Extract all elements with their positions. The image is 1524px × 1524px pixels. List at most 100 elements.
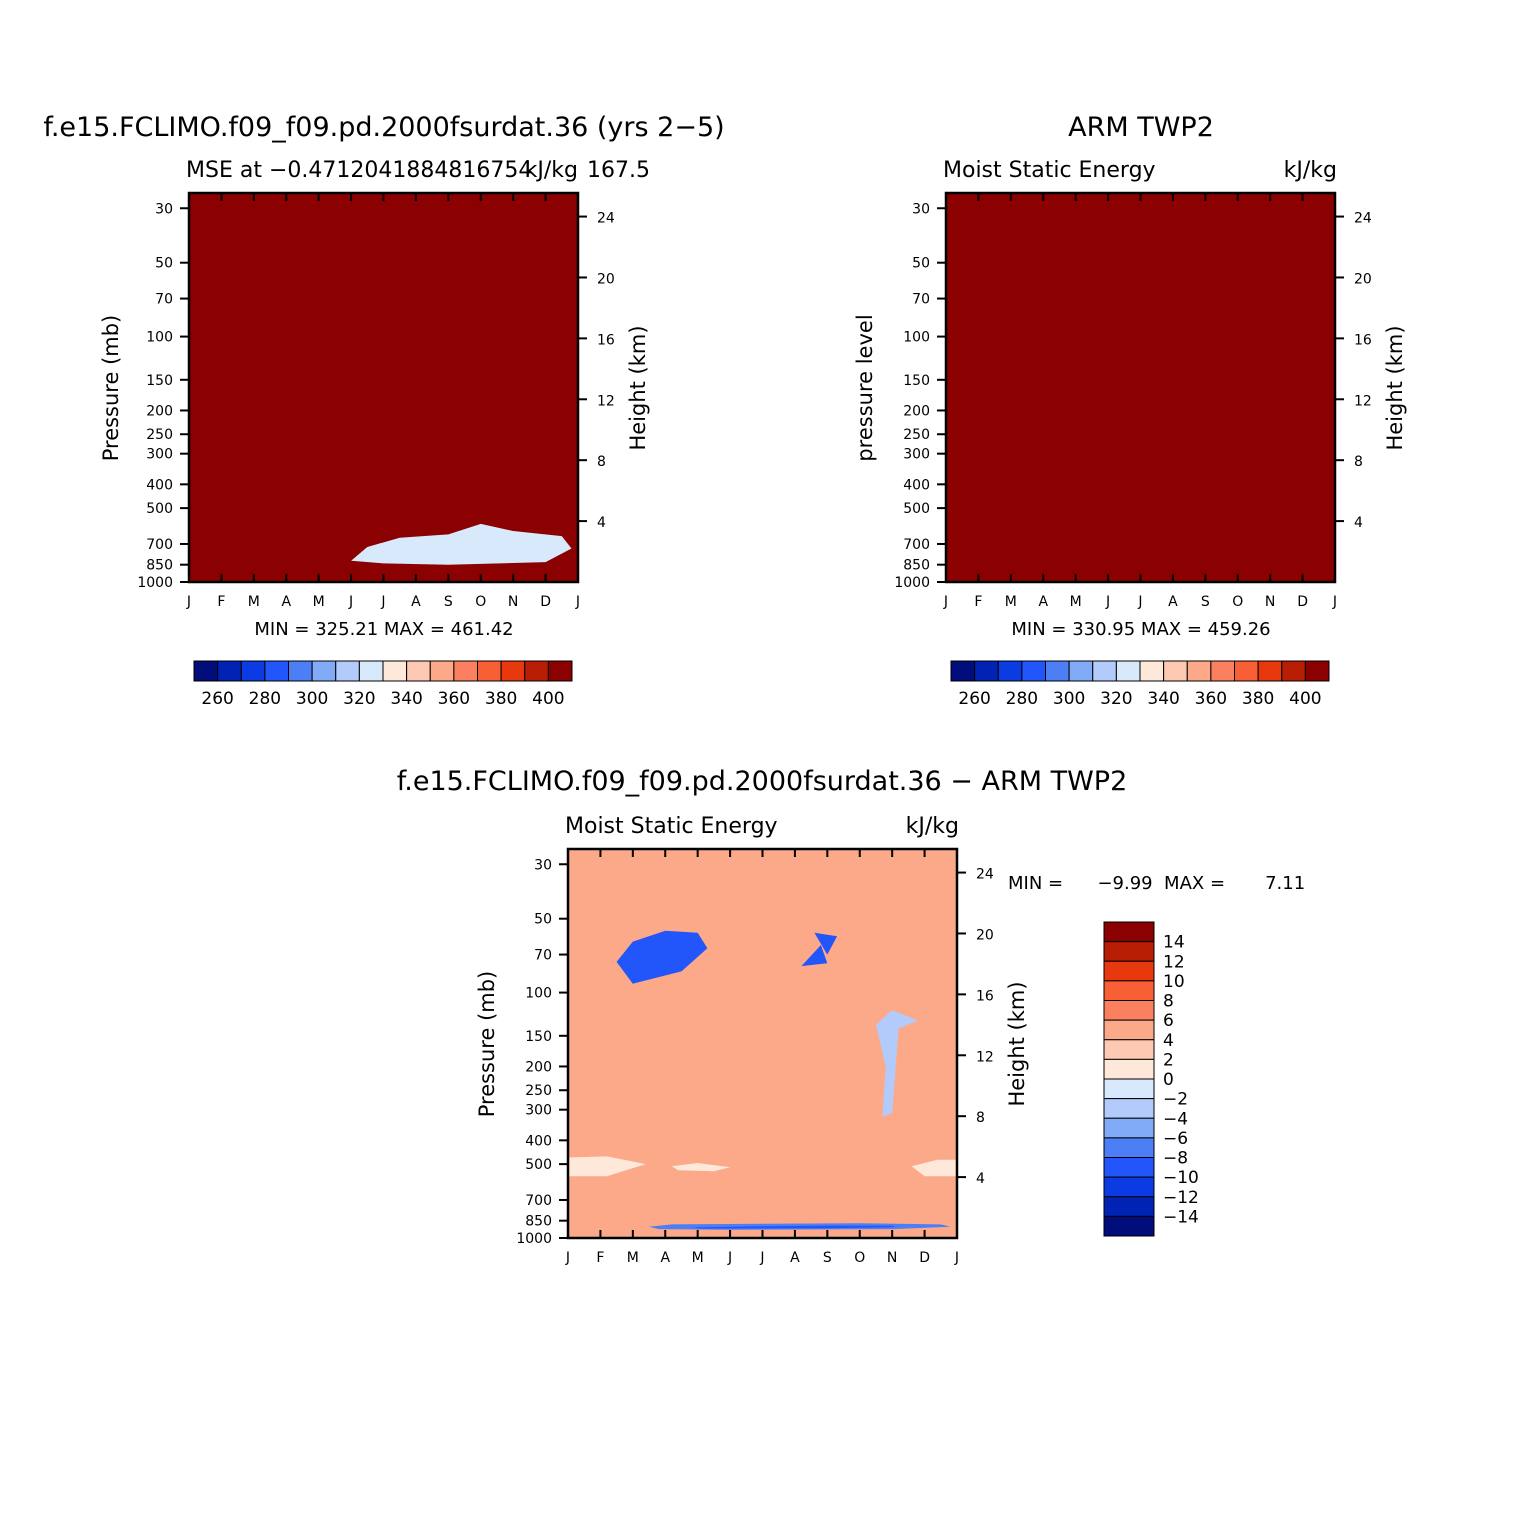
model-colorbar-label: 340	[390, 689, 422, 709]
model-height-label: 4	[597, 515, 606, 531]
diff-month-label: J	[759, 1250, 764, 1266]
model-month-label: M	[248, 594, 260, 610]
model-month-label: F	[217, 594, 225, 610]
model-contour-band	[189, 193, 578, 582]
diff-contour-region	[568, 1156, 646, 1177]
diff-colorbar-label: 4	[1163, 1031, 1174, 1051]
model-colorbar-swatch	[382, 660, 408, 682]
diff-pressure-label: 400	[525, 1133, 552, 1149]
diff-pressure-label: 50	[534, 912, 552, 928]
diff-colorbar-swatch	[1103, 1058, 1155, 1080]
model-colorbar: 260 280 300 320 340 360 380 400	[193, 660, 573, 709]
model-colorbar-label: 260	[201, 689, 233, 709]
diff-colorbar-swatch	[1103, 1176, 1155, 1198]
model-colorbar-swatch	[547, 660, 573, 682]
obs-subtitle-left: Moist Static Energy	[943, 158, 1156, 183]
model-pressure-label: 250	[146, 427, 173, 443]
diff-colorbar-label: 10	[1163, 972, 1185, 992]
model-height-label: 24	[597, 211, 615, 227]
diff-pressure-label: 150	[525, 1029, 552, 1045]
obs-colorbar-swatch	[1021, 660, 1046, 682]
obs-subtitle-right: kJ/kg	[1284, 158, 1337, 183]
obs-pressure-label: 200	[903, 403, 930, 419]
model-contours	[189, 193, 578, 582]
obs-month-label: J	[1332, 594, 1337, 610]
diff-month-label: M	[627, 1250, 639, 1266]
diff-contour-region	[876, 1010, 919, 1117]
obs-month-label: J	[943, 594, 948, 610]
model-colorbar-swatch	[240, 660, 266, 682]
diff-pressure-label: 1000	[516, 1231, 552, 1247]
obs-colorbar-swatch	[950, 660, 976, 682]
diff-month-label: A	[660, 1250, 670, 1266]
diff-colorbar-label: −2	[1163, 1090, 1188, 1110]
obs-pressure-label: 100	[903, 330, 930, 346]
diff-pressure-label: 100	[525, 986, 552, 1002]
diff-month-label: O	[854, 1250, 865, 1266]
model-colorbar-label: 360	[438, 689, 470, 709]
diff-month-label: S	[823, 1250, 832, 1266]
model-pressure-label: 400	[146, 477, 173, 493]
model-colorbar-label: 400	[532, 689, 564, 709]
obs-colorbar-label: 380	[1242, 689, 1274, 709]
diff-colorbar-label: −12	[1163, 1188, 1199, 1208]
diff-colorbar-swatch	[1103, 1196, 1155, 1217]
obs-pressure-label: 150	[903, 373, 930, 389]
obs-colorbar-swatch	[1304, 660, 1330, 682]
obs-colorbar-swatch	[1186, 660, 1212, 682]
diff-height-label: 12	[976, 1049, 994, 1065]
model-colorbar-label: 380	[485, 689, 517, 709]
model-title: f.e15.FCLIMO.f09_f09.pd.2000fsurdat.36 (…	[43, 112, 724, 143]
obs-height-label: 24	[1354, 211, 1372, 227]
diff-colorbar-label: 12	[1163, 952, 1185, 972]
model-colorbar-label: 320	[343, 689, 375, 709]
model-month-label: J	[186, 594, 191, 610]
model-colorbar-swatch	[453, 660, 478, 682]
diff-contour-region	[801, 945, 828, 967]
diff-height-label: 16	[976, 988, 994, 1004]
obs-month-label: J	[1137, 594, 1142, 610]
diff-colorbar-swatch	[1103, 1000, 1155, 1021]
obs-month-label: F	[974, 594, 982, 610]
obs-colorbar-label: 260	[958, 689, 990, 709]
model-colorbar-swatch	[311, 660, 337, 682]
model-colorbar-swatch	[358, 660, 384, 682]
diff-colorbar-swatch	[1103, 921, 1155, 943]
obs-colorbar-label: 360	[1195, 689, 1227, 709]
obs-month-label: N	[1265, 594, 1275, 610]
model-colorbar-swatch	[288, 660, 313, 682]
obs-height-label: 8	[1354, 454, 1363, 470]
obs-colorbar-swatch	[1115, 660, 1141, 682]
diff-colorbar-label: 14	[1163, 933, 1185, 953]
model-colorbar-swatch	[406, 660, 431, 682]
obs-month-label: M	[1005, 594, 1017, 610]
obs-pressure-label: 1000	[894, 575, 930, 591]
diff-minmax: MIN = −9.99 MAX = 7.11	[1008, 873, 1305, 894]
model-month-label: A	[281, 594, 291, 610]
model-pressure-label: 300	[146, 447, 173, 463]
diff-colorbar-swatch	[1103, 960, 1155, 982]
diff-colorbar-swatch	[1103, 1117, 1155, 1139]
diff-month-label: M	[692, 1250, 704, 1266]
diff-pressure-label: 700	[525, 1193, 552, 1209]
diff-colorbar-label: 8	[1163, 992, 1174, 1012]
obs-pressure-label: 700	[903, 537, 930, 553]
diff-subtitle-right: kJ/kg	[906, 814, 959, 839]
diff-month-label: J	[727, 1250, 732, 1266]
obs-month-label: A	[1168, 594, 1178, 610]
diff-ylabel: Pressure (mb)	[475, 971, 499, 1118]
model-month-label: D	[540, 594, 551, 610]
obs-month-label: J	[1105, 594, 1110, 610]
obs-month-label: O	[1232, 594, 1243, 610]
diff-month-label: A	[790, 1250, 800, 1266]
diff-colorbar-label: −6	[1163, 1129, 1188, 1149]
obs-pressure-label: 400	[903, 477, 930, 493]
diff-colorbar-label: 0	[1163, 1070, 1174, 1090]
obs-contour-band	[946, 193, 1335, 582]
obs-month-label: M	[1070, 594, 1082, 610]
diff-contour-region	[616, 930, 708, 984]
obs-colorbar-label: 320	[1100, 689, 1132, 709]
model-colorbar-swatch	[335, 660, 360, 682]
obs-pressure-label: 500	[903, 501, 930, 517]
diff-pressure-label: 70	[534, 948, 552, 964]
